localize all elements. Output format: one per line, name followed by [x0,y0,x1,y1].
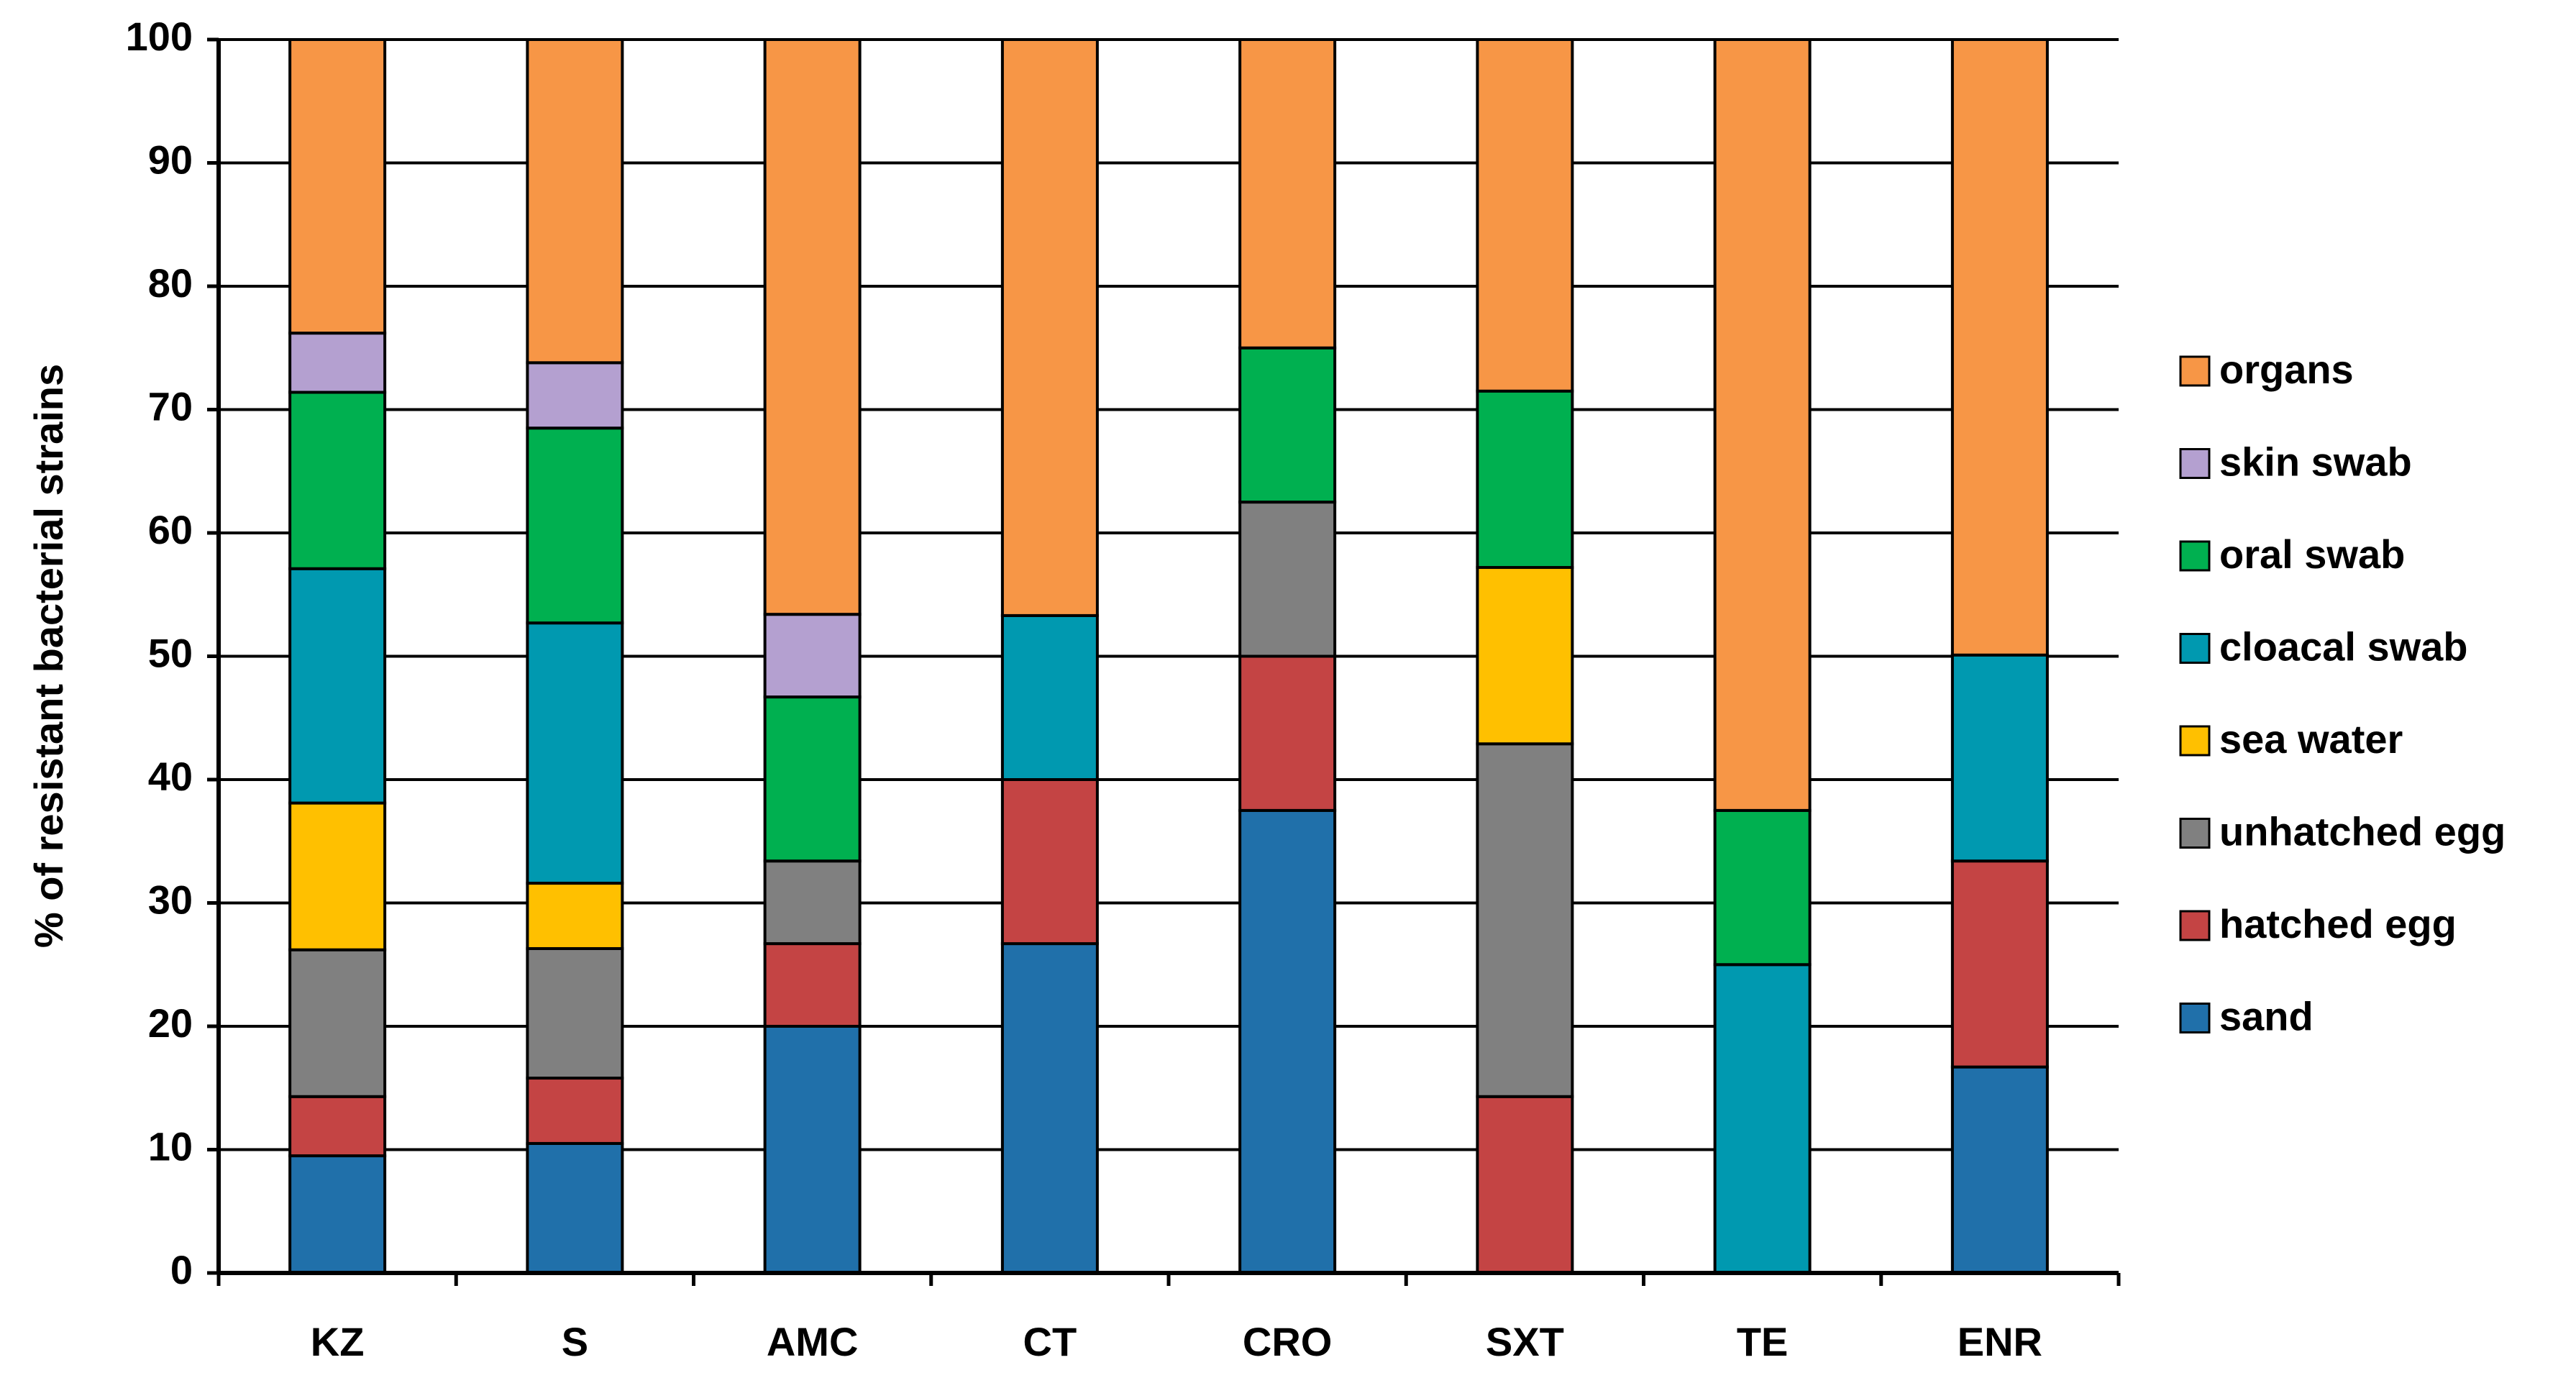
y-tick-label: 50 [148,630,193,675]
bar-segment [1238,38,1337,350]
legend-label: sea water [2219,716,2403,762]
x-tick-label: TE [1737,1319,1789,1364]
bar-segment [1000,38,1099,617]
legend-swatch [2179,540,2211,572]
bar-segment [288,567,387,805]
y-tick-label: 60 [148,507,193,552]
legend-swatch [2179,725,2211,757]
bar-segment [288,1095,387,1158]
legend-swatch [2179,1003,2211,1033]
x-tick-label: CRO [1243,1319,1332,1364]
bar-segment [526,1141,624,1275]
y-tick-label: 30 [148,877,193,922]
legend-label: oral swab [2219,531,2405,577]
legend-swatch [2179,818,2211,849]
legend-swatch [2179,355,2211,387]
legend-swatch [2179,448,2211,479]
legend-label: organs [2219,347,2354,392]
bar-segment [1000,778,1099,946]
x-tick-label: CT [1023,1319,1077,1364]
y-tick-label: 100 [126,14,193,59]
x-tick-label: S [562,1319,588,1364]
bar-segment [526,426,624,625]
bar-segment [1950,1065,2049,1274]
bar-segment [1476,566,1574,746]
bar-segment [526,38,624,365]
y-tick-label: 70 [148,383,193,429]
y-axis-title: % of resistant bacterial strains [26,364,71,948]
y-tick-label: 80 [148,260,193,306]
bar-segment [1713,38,1812,812]
bar-segment [526,1077,624,1145]
bar-segment [1238,501,1337,658]
y-tick-label: 20 [148,1000,193,1046]
legend-label: cloacal swab [2219,624,2468,669]
x-tick-label: KZ [311,1319,365,1364]
bar-segment [526,361,624,430]
bar-segment [288,801,387,951]
bar-segment [526,946,624,1080]
bar-segment [1950,859,2049,1069]
bar-segment [1950,38,2049,657]
bar-segment [763,695,862,863]
bar-segment [526,882,624,950]
bar-segment [763,1025,862,1274]
bar-segment [1476,742,1574,1098]
x-tick-label: ENR [1958,1319,2042,1364]
bar-segment [1713,808,1812,967]
y-tick-label: 0 [170,1247,193,1292]
x-tick-label: SXT [1486,1319,1564,1364]
bar-segment [1476,38,1574,393]
bar-segment [1238,808,1337,1274]
y-tick-label: 10 [148,1123,193,1169]
legend-swatch [2179,633,2211,664]
bar-segment [1000,942,1099,1274]
bar-segment [526,621,624,885]
legend-label: skin swab [2219,439,2412,484]
legend-label: hatched egg [2219,901,2457,946]
bar-segment [288,948,387,1098]
bar-segment [1713,963,1812,1274]
x-tick-label: AMC [767,1319,859,1364]
legend-label: sand [2219,993,2314,1039]
bar-segment [1476,389,1574,570]
legend-label: unhatched egg [2219,808,2506,854]
bar-segment [1238,346,1337,504]
bar-segment [763,613,862,699]
bar-segment [1950,653,2049,863]
bar-segment [763,38,862,616]
y-tick-label: 40 [148,754,193,799]
bar-segment [288,38,387,335]
bar-segment [288,391,387,570]
bar-segment [288,1154,387,1274]
y-tick-label: 90 [148,137,193,182]
bar-segment [763,942,862,1028]
bar-segment [763,859,862,946]
legend-swatch [2179,910,2211,941]
bar-segment [1476,1095,1574,1274]
bar-segment [1000,613,1099,782]
bar-segment [288,332,387,394]
bar-segment [1238,654,1337,812]
